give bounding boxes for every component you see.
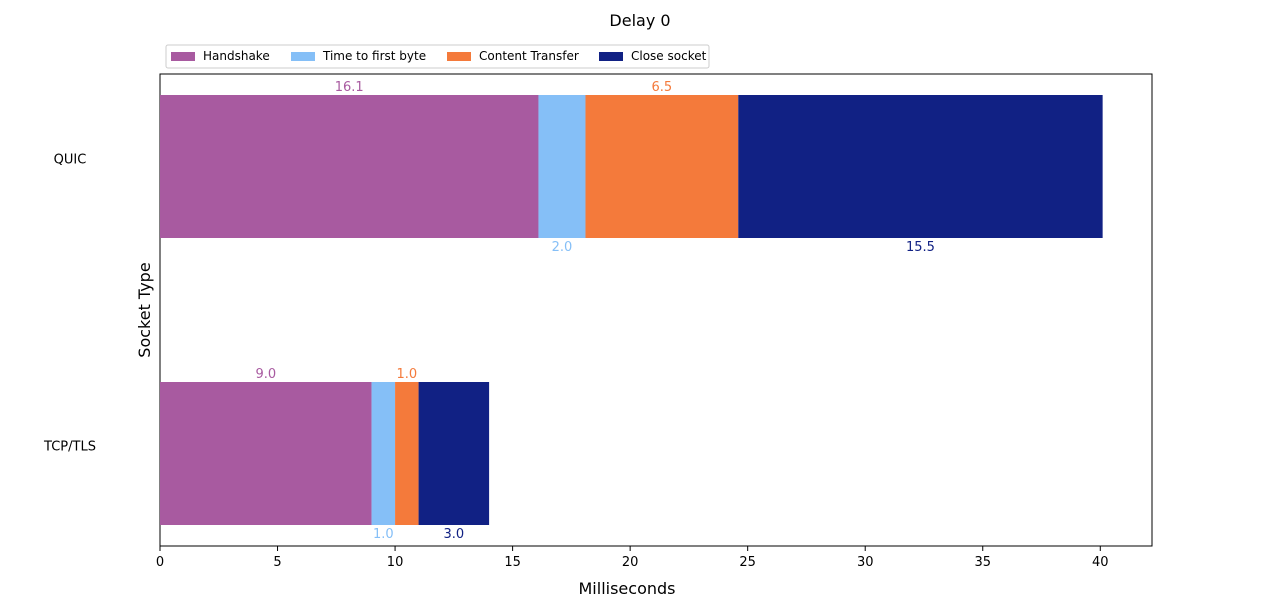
- data-label: 3.0: [443, 527, 464, 542]
- y-axis-label: Socket Type: [135, 262, 154, 357]
- x-tick-label: 15: [504, 555, 521, 570]
- legend-swatch: [447, 52, 471, 61]
- data-label: 6.5: [652, 80, 673, 95]
- bar-quic-handshake: [160, 95, 539, 238]
- bars-group: [160, 95, 1103, 525]
- bar-tcp-tls-content-transfer: [395, 382, 419, 525]
- bar-quic-content-transfer: [585, 95, 739, 238]
- x-tick-label: 20: [622, 555, 639, 570]
- legend-label: Time to first byte: [322, 49, 426, 63]
- chart-title: Delay 0: [609, 11, 670, 30]
- x-tick-label: 5: [273, 555, 281, 570]
- x-tick-label: 10: [387, 555, 404, 570]
- category-label: TCP/TLS: [43, 440, 96, 455]
- bar-tcp-tls-time-to-first-byte: [371, 382, 396, 525]
- plot-area-frame: [159, 73, 1153, 547]
- data-label: 2.0: [552, 240, 573, 255]
- data-label: 1.0: [396, 367, 417, 382]
- legend-label: Close socket: [631, 49, 707, 63]
- data-label: 15.5: [906, 240, 935, 255]
- x-tick-label: 30: [857, 555, 874, 570]
- x-tick-label: 40: [1092, 555, 1109, 570]
- x-axis-ticks: 0 5 10 15 20 25 30 35 40: [156, 546, 1109, 570]
- legend: Handshake Time to first byte Content Trans…: [165, 44, 710, 69]
- legend-label: Content Transfer: [479, 49, 579, 63]
- data-labels-group: 16.1 2.0 6.5 15.5 9.0 1.0 1.0 3.0: [255, 80, 934, 542]
- bar-quic-time-to-first-byte: [538, 95, 586, 238]
- bar-quic-close-socket: [738, 95, 1103, 238]
- legend-label: Handshake: [203, 49, 270, 63]
- x-tick-label: 35: [974, 555, 991, 570]
- x-tick-label: 25: [739, 555, 756, 570]
- legend-swatch: [171, 52, 195, 61]
- y-axis-categories: QUIC TCP/TLS: [43, 153, 96, 455]
- x-axis-label: Milliseconds: [579, 579, 676, 598]
- legend-box: [165, 44, 710, 69]
- legend-swatch: [599, 52, 623, 61]
- bar-tcp-tls-handshake: [160, 382, 372, 525]
- data-label: 1.0: [373, 527, 394, 542]
- data-label: 9.0: [255, 367, 276, 382]
- bar-tcp-tls-close-socket: [418, 382, 490, 525]
- data-label: 16.1: [335, 80, 364, 95]
- legend-swatch: [291, 52, 315, 61]
- x-tick-label: 0: [156, 555, 164, 570]
- category-label: QUIC: [54, 153, 87, 168]
